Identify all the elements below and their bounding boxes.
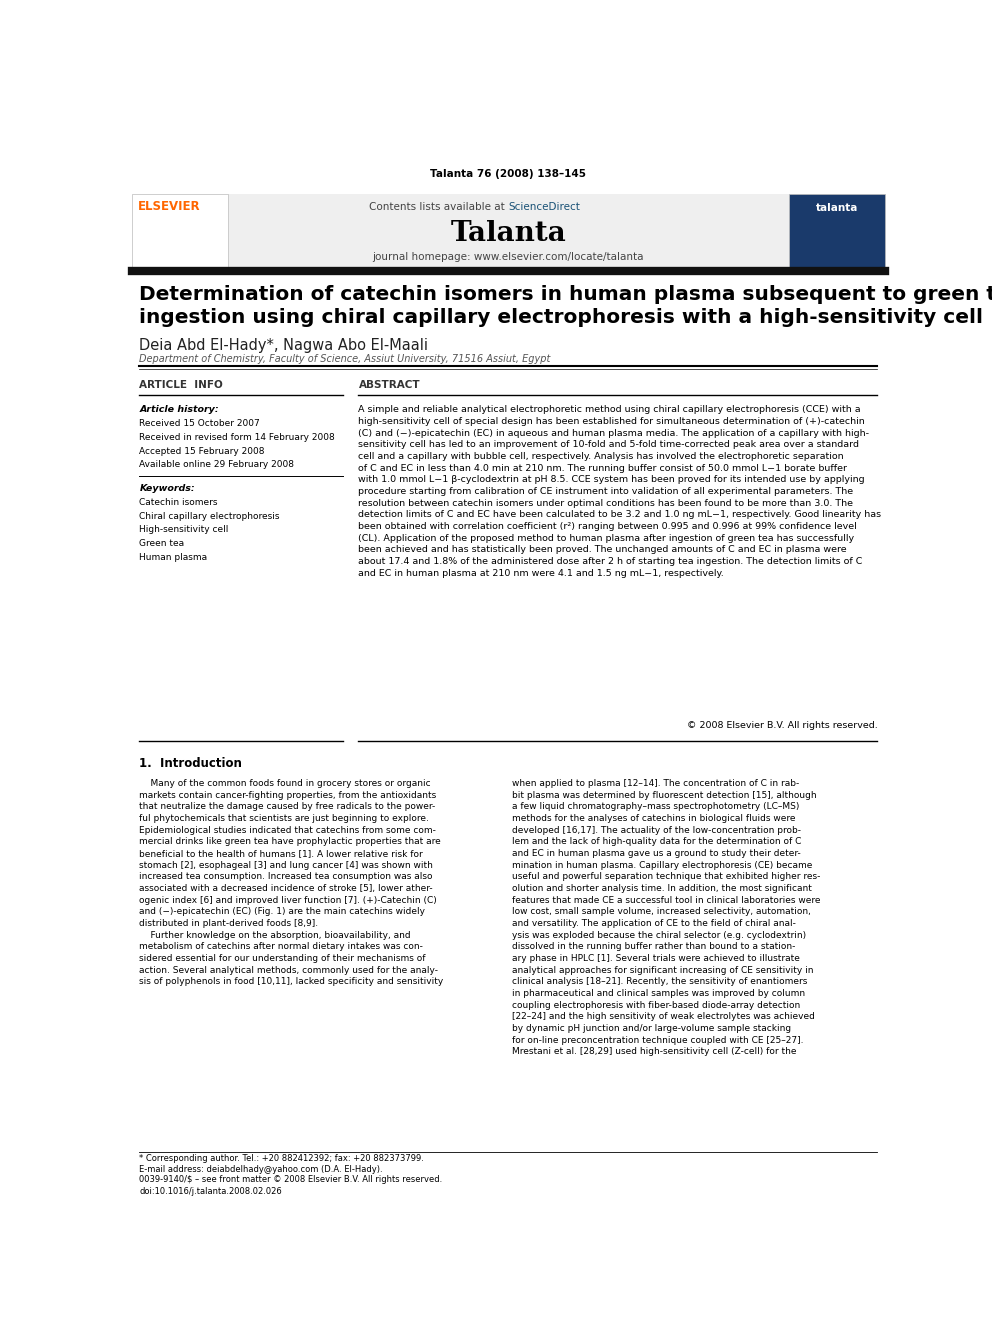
Text: Catechin isomers: Catechin isomers bbox=[139, 497, 218, 507]
Text: * Corresponding author. Tel.: +20 882412392; fax: +20 882373799.
E-mail address:: * Corresponding author. Tel.: +20 882412… bbox=[139, 1154, 425, 1175]
Text: © 2008 Elsevier B.V. All rights reserved.: © 2008 Elsevier B.V. All rights reserved… bbox=[686, 721, 878, 730]
Text: Accepted 15 February 2008: Accepted 15 February 2008 bbox=[139, 447, 265, 455]
Text: ScienceDirect: ScienceDirect bbox=[509, 201, 580, 212]
Text: Contents lists available at: Contents lists available at bbox=[369, 201, 509, 212]
Bar bbox=[228, 194, 789, 267]
Text: Human plasma: Human plasma bbox=[139, 553, 207, 562]
Text: Determination of catechin isomers in human plasma subsequent to green tea
ingest: Determination of catechin isomers in hum… bbox=[139, 284, 992, 327]
Text: Received 15 October 2007: Received 15 October 2007 bbox=[139, 419, 260, 429]
Text: Received in revised form 14 February 2008: Received in revised form 14 February 200… bbox=[139, 433, 335, 442]
Text: Many of the common foods found in grocery stores or organic
markets contain canc: Many of the common foods found in grocer… bbox=[139, 779, 443, 987]
Text: 1.  Introduction: 1. Introduction bbox=[139, 757, 242, 770]
Text: Department of Chemistry, Faculty of Science, Assiut University, 71516 Assiut, Eg: Department of Chemistry, Faculty of Scie… bbox=[139, 355, 551, 364]
Text: journal homepage: www.elsevier.com/locate/talanta: journal homepage: www.elsevier.com/locat… bbox=[373, 253, 644, 262]
Text: Talanta 76 (2008) 138–145: Talanta 76 (2008) 138–145 bbox=[431, 169, 586, 179]
Text: 0039-9140/$ – see front matter © 2008 Elsevier B.V. All rights reserved.
doi:10.: 0039-9140/$ – see front matter © 2008 El… bbox=[139, 1175, 442, 1196]
Text: ARTICLE  INFO: ARTICLE INFO bbox=[139, 380, 223, 390]
Text: when applied to plasma [12–14]. The concentration of C in rab-
bit plasma was de: when applied to plasma [12–14]. The conc… bbox=[512, 779, 820, 1056]
Text: ELSEVIER: ELSEVIER bbox=[138, 200, 200, 213]
Text: Available online 29 February 2008: Available online 29 February 2008 bbox=[139, 460, 295, 470]
Text: A simple and reliable analytical electrophoretic method using chiral capillary e: A simple and reliable analytical electro… bbox=[358, 405, 882, 578]
Text: Deia Abd El-Hady*, Nagwa Abo El-Maali: Deia Abd El-Hady*, Nagwa Abo El-Maali bbox=[139, 339, 429, 353]
Text: Green tea: Green tea bbox=[139, 540, 185, 548]
Bar bbox=[789, 194, 885, 267]
Bar bbox=[132, 194, 228, 267]
Text: High-sensitivity cell: High-sensitivity cell bbox=[139, 525, 229, 534]
Text: Keywords:: Keywords: bbox=[139, 484, 195, 493]
Text: Chiral capillary electrophoresis: Chiral capillary electrophoresis bbox=[139, 512, 280, 521]
Text: ABSTRACT: ABSTRACT bbox=[358, 380, 420, 390]
Text: Talanta: Talanta bbox=[450, 220, 566, 247]
Text: Article history:: Article history: bbox=[139, 405, 219, 414]
Text: talanta: talanta bbox=[815, 202, 858, 213]
